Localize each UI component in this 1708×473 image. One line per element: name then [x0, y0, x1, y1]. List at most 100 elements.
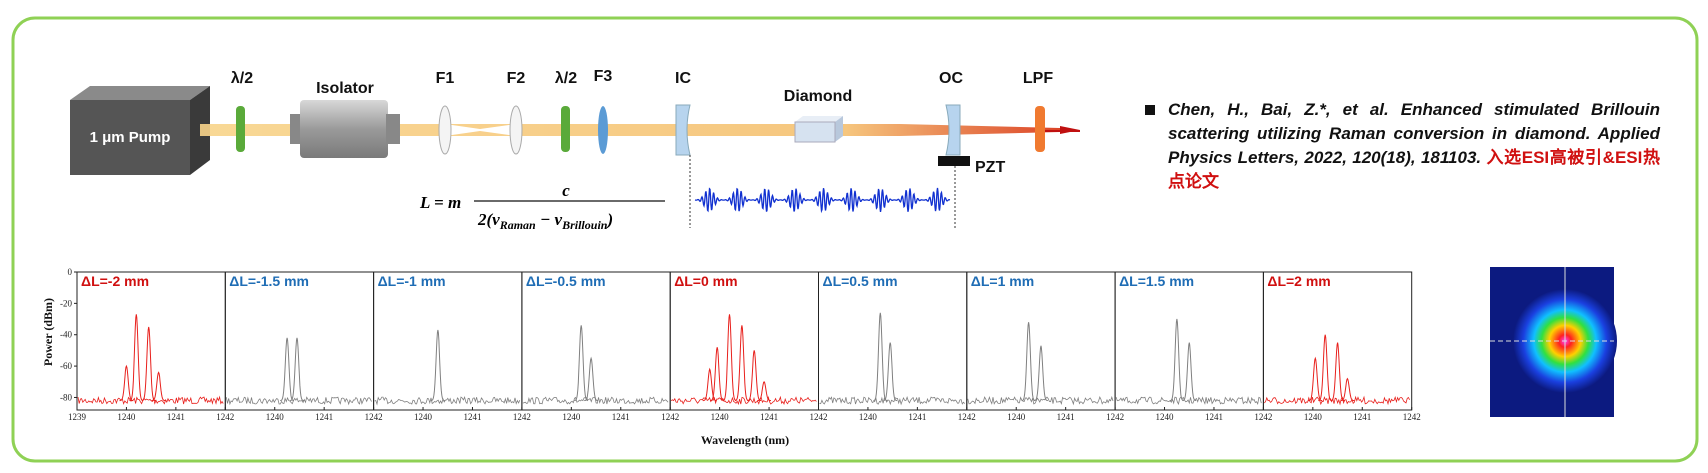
spectral-peak	[883, 342, 898, 402]
panel-label: ΔL=1.5 mm	[1119, 273, 1194, 289]
x-tick-label: 1241	[908, 412, 926, 422]
x-tick-label: 1239	[68, 412, 87, 422]
frame	[11, 16, 1699, 463]
citation-text: Chen, H., Bai, Z.*, et al. Enhanced stim…	[1168, 100, 1660, 167]
panel-label: ΔL=-1 mm	[378, 273, 446, 289]
x-tick-label: 1242	[958, 412, 976, 422]
component-label: Isolator	[316, 80, 374, 97]
x-tick-label: 1241	[612, 412, 630, 422]
spectral-peak	[280, 337, 295, 402]
x-tick-label: 1240	[1007, 412, 1026, 422]
formula: L = m c 2(vRaman − vBrillouin)	[419, 181, 613, 232]
noise-floor	[374, 395, 521, 406]
noise-floor	[1264, 395, 1410, 406]
spectral-peak	[757, 380, 771, 402]
x-tick-label: 1241	[315, 412, 333, 422]
setup	[70, 86, 1080, 228]
formula-part: )	[605, 210, 613, 229]
x-tick-label: 1242	[216, 412, 234, 422]
panel-label: ΔL=0 mm	[674, 273, 737, 289]
pump-label: 1 μm Pump	[90, 129, 171, 146]
noise-floor	[819, 395, 965, 406]
noise-floor	[1115, 396, 1262, 406]
component-label: λ/2	[555, 70, 577, 87]
x-tick-label: 1241	[1057, 412, 1075, 422]
y-tick-label: 0	[68, 267, 73, 277]
formula-part: 2(v	[477, 210, 500, 229]
spectral-peak	[1182, 342, 1197, 402]
panel-frame	[373, 271, 523, 411]
formula-denominator: 2(vRaman − vBrillouin)	[477, 210, 613, 232]
x-tick-label: 1241	[463, 412, 481, 422]
panel-frame	[818, 271, 968, 411]
panel-label: ΔL=2 mm	[1267, 273, 1330, 289]
component-label: IC	[675, 70, 691, 87]
formula-lhs: L = m	[419, 193, 461, 212]
pzt-label: PZT	[975, 159, 1005, 176]
spectral-peak	[734, 325, 749, 402]
formula-numerator: c	[562, 181, 570, 200]
spectral-peak	[1021, 322, 1036, 402]
spectral-peak	[722, 314, 737, 402]
spectral-peak	[702, 367, 717, 402]
x-tick-label: 1240	[266, 412, 285, 422]
spectral-peak	[710, 347, 725, 402]
y-tick-label: -40	[60, 330, 72, 340]
component-label: OC	[939, 70, 963, 87]
component-label: F2	[507, 70, 526, 87]
spectral-peak	[1308, 356, 1323, 402]
formula-sub: Raman	[499, 218, 536, 232]
panel-label: ΔL=1 mm	[971, 273, 1034, 289]
y-tick-label: -20	[60, 298, 72, 308]
beam-profile	[1490, 267, 1617, 417]
citation-highlight: 入选ESI高被引&ESI热点论文	[1168, 148, 1660, 191]
spectral-peak	[141, 326, 156, 402]
formula-sub: Brillouin	[561, 218, 608, 232]
component-label: λ/2	[231, 70, 253, 87]
y-tick-label: -80	[60, 392, 72, 402]
spectral-peak	[430, 329, 445, 402]
component-label: LPF	[1023, 70, 1053, 87]
spectral-peak	[1318, 334, 1333, 402]
panel-frame	[76, 271, 226, 411]
panel-label: ΔL=-2 mm	[81, 273, 149, 289]
x-tick-label: 1242	[1254, 412, 1272, 422]
spectral-peak	[747, 350, 762, 402]
x-tick-label: 1241	[1353, 412, 1371, 422]
spectral-peak	[1330, 342, 1345, 402]
panel-frame	[521, 271, 671, 411]
x-tick-label: 1240	[414, 412, 433, 422]
panel-frame	[1262, 271, 1413, 411]
y-axis-label: Power (dBm)	[41, 298, 55, 366]
x-tick-label: 1241	[760, 412, 778, 422]
x-tick-label: 1242	[810, 412, 828, 422]
spectral-peak	[119, 364, 134, 402]
spectral-peak	[584, 356, 599, 402]
x-tick-label: 1242	[661, 412, 679, 422]
panel-label: ΔL=-1.5 mm	[229, 273, 309, 289]
x-tick-label: 1242	[1106, 412, 1124, 422]
x-tick-label: 1242	[513, 412, 531, 422]
component-label: F3	[594, 68, 613, 85]
spectral-peak	[1340, 377, 1355, 402]
x-tick-label: 1241	[1205, 412, 1223, 422]
x-tick-label: 1241	[167, 412, 185, 422]
component-label: Diamond	[784, 88, 852, 105]
formula-part: − v	[536, 210, 563, 229]
x-tick-label: 1240	[711, 412, 730, 422]
citation: Chen, H., Bai, Z.*, et al. Enhanced stim…	[1168, 98, 1660, 194]
bullet	[1145, 105, 1155, 115]
x-axis-label: Wavelength (nm)	[701, 433, 789, 447]
spectral-peak	[129, 314, 144, 402]
spectral-peak	[574, 325, 589, 402]
spectral-peak	[1033, 345, 1048, 402]
spectral-peak	[151, 371, 166, 402]
x-tick-label: 1240	[117, 412, 136, 422]
noise-floor	[77, 395, 224, 405]
panel-frame	[1114, 271, 1264, 411]
spectral-peak	[873, 312, 888, 402]
x-tick-label: 1240	[1156, 412, 1175, 422]
x-tick-label: 1240	[1304, 412, 1323, 422]
